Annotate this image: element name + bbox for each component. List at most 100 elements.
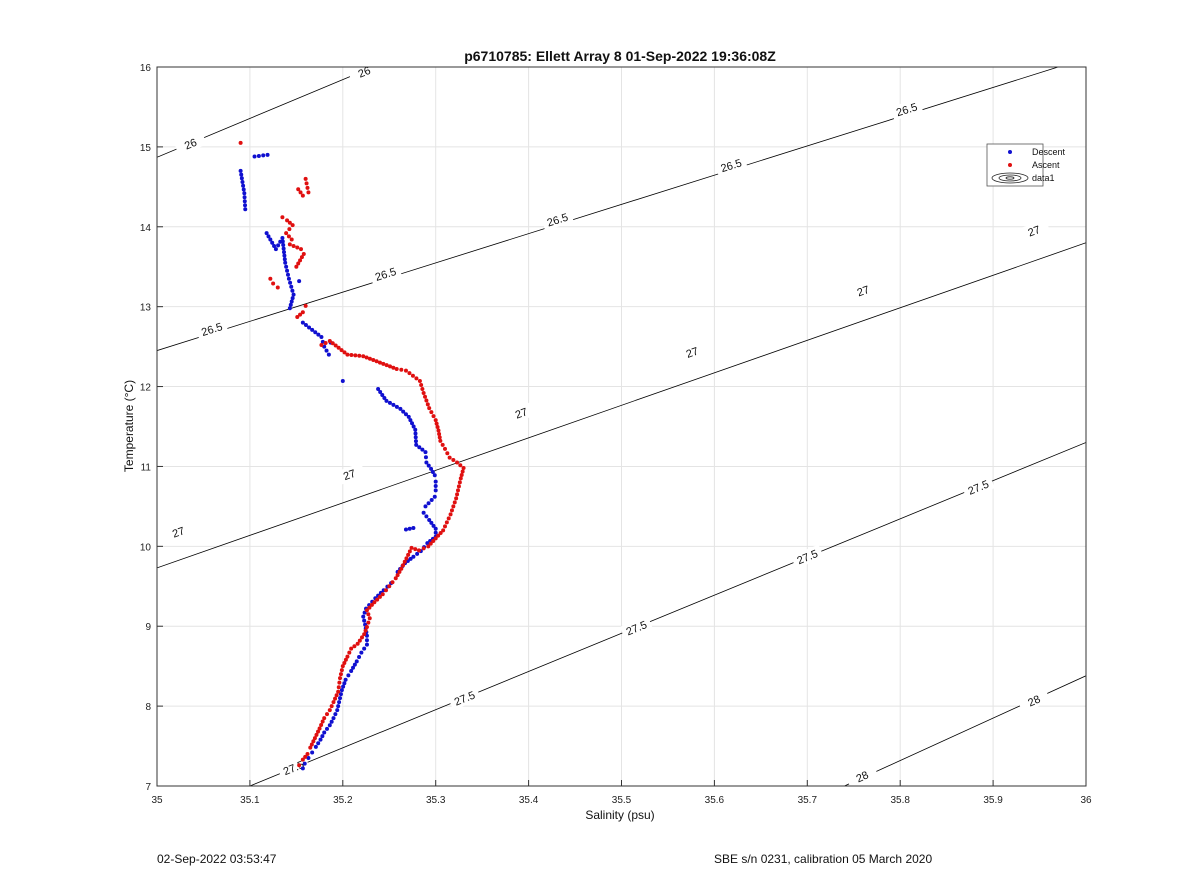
ascent-point [424, 398, 429, 403]
ascent-point [331, 700, 336, 705]
ascent-point [460, 469, 465, 474]
descent-point [286, 276, 291, 281]
ascent-point [287, 227, 292, 232]
ascent-point [320, 719, 325, 724]
descent-point [361, 614, 366, 619]
contour-label-bg [447, 685, 482, 711]
descent-point [411, 424, 416, 429]
descent-point [282, 253, 287, 258]
descent-point [242, 191, 247, 196]
ascent-point [361, 354, 366, 359]
x-tick-label: 35 [151, 795, 163, 806]
descent-point [265, 152, 270, 157]
contour-label-bg [714, 154, 748, 177]
contour-label: 27 [171, 525, 187, 540]
ascent-point [397, 569, 402, 574]
contour-label: 26.5 [719, 157, 743, 175]
ascent-point [407, 371, 412, 376]
ascent-point [364, 625, 369, 630]
descent-point [403, 527, 408, 532]
ascent-point [287, 242, 292, 247]
ascent-point [327, 339, 332, 344]
descent-point [423, 450, 428, 455]
descent-point [242, 199, 247, 204]
descent-point [273, 247, 278, 252]
footer-calibration: SBE s/n 0231, calibration 05 March 2020 [714, 852, 933, 866]
legend-marker-ascent [1008, 163, 1012, 167]
contour-label: 27 [856, 284, 872, 299]
ascent-point [427, 406, 432, 411]
y-tick-label: 13 [140, 303, 152, 314]
ascent-point [305, 752, 310, 757]
ascent-point [395, 573, 400, 578]
ascent-point [377, 360, 382, 365]
descent-point [284, 264, 289, 269]
ascent-point [325, 712, 330, 717]
ascent-point [436, 428, 441, 433]
legend-label-descent: Descent [1032, 147, 1066, 157]
ascent-point [371, 358, 376, 363]
ascent-point [301, 251, 306, 256]
descent-point [264, 231, 269, 236]
ascent-point [381, 361, 386, 366]
legend-marker-descent [1008, 150, 1012, 154]
x-tick-label: 36 [1080, 795, 1092, 806]
ascent-point [329, 704, 334, 709]
descent-point [291, 292, 296, 297]
y-axis-label: Temperature (°C) [122, 380, 136, 472]
y-tick-label: 14 [140, 223, 152, 234]
descent-point [429, 497, 434, 502]
ascent-point [401, 563, 406, 568]
ascent-point [387, 584, 392, 589]
ascent-point [431, 414, 436, 419]
ascent-point [300, 193, 305, 198]
descent-point [426, 501, 431, 506]
ascent-point [338, 676, 343, 681]
contour-label-bg [961, 475, 995, 500]
ascent-point [423, 394, 428, 399]
ascent-point [333, 696, 338, 701]
ascent-point [306, 190, 311, 195]
descent-point [285, 272, 290, 277]
ascent-point [409, 545, 414, 550]
descent-point [238, 168, 243, 173]
descent-point [364, 642, 369, 647]
descent-point [282, 250, 287, 255]
contour-label-bg [845, 763, 879, 790]
descent-point [300, 320, 305, 325]
ascent-point [337, 680, 342, 685]
contour-label-bg [347, 59, 381, 85]
descent-point [338, 692, 343, 697]
ascent-point [299, 255, 304, 260]
ascent-point [296, 187, 301, 192]
ascent-point [347, 650, 352, 655]
descent-point [426, 463, 431, 468]
descent-point [423, 504, 428, 509]
descent-point [362, 646, 367, 651]
descent-point [424, 514, 429, 519]
descent-point [276, 243, 281, 248]
descent-point [421, 510, 426, 515]
ascent-point [420, 386, 425, 391]
ascent-point [297, 763, 302, 768]
ascent-point [339, 668, 344, 673]
ascent-point [349, 646, 354, 651]
contour-label: 26.5 [895, 101, 919, 119]
descent-point [272, 243, 277, 248]
descent-point [280, 235, 285, 240]
ascent-point [442, 446, 447, 451]
x-tick-label: 35.3 [426, 795, 446, 806]
legend-marker-data1 [991, 172, 1029, 184]
descent-point [326, 352, 331, 357]
descent-point [333, 712, 338, 717]
ascent-point [298, 247, 303, 252]
ascent-point [353, 353, 358, 358]
descent-point [424, 460, 429, 465]
descent-point [287, 306, 292, 311]
ascent-point [366, 612, 371, 617]
ascent-point [323, 341, 328, 346]
descent-point [289, 299, 294, 304]
ascent-point [298, 190, 303, 195]
descent-point [364, 638, 369, 643]
descent-point [241, 183, 246, 188]
